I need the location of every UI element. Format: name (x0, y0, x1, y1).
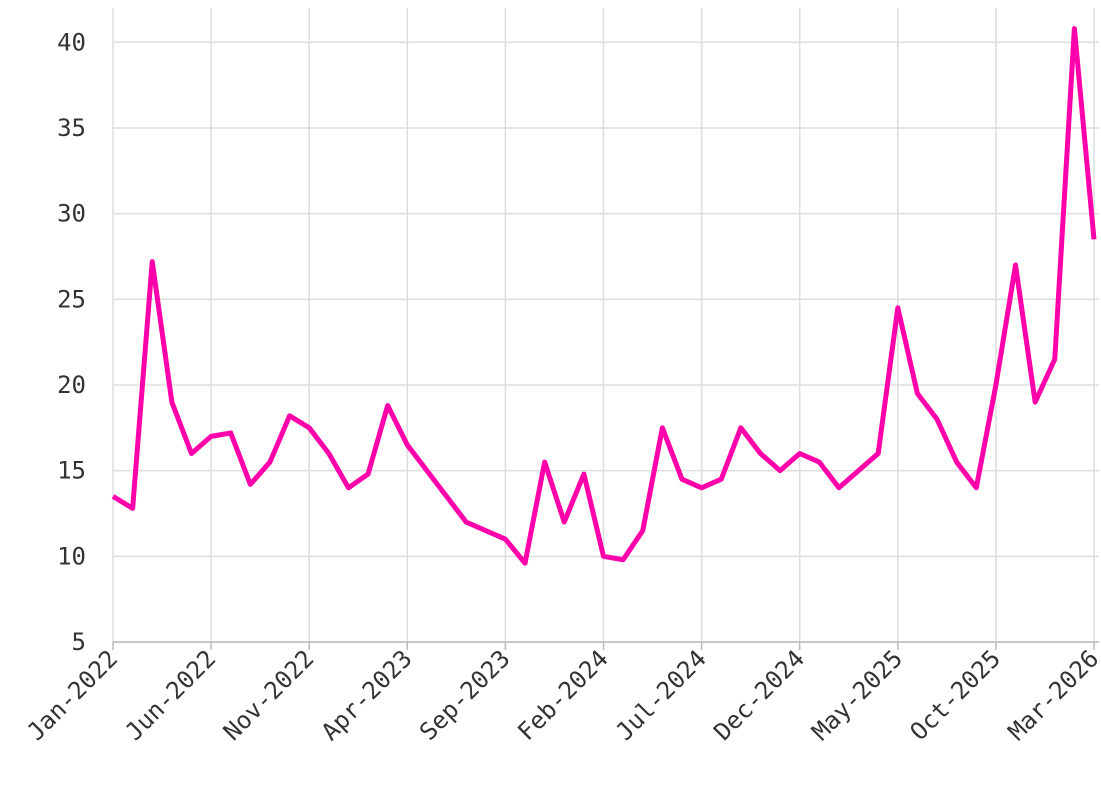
x-tick-label: Jun-2022 (120, 644, 222, 746)
y-tick-label: 20 (57, 371, 86, 399)
x-tick-label: Dec-2024 (708, 644, 810, 746)
y-tick-label: 15 (57, 457, 86, 485)
x-tick-label: Nov-2022 (218, 644, 320, 746)
x-tick-label: May-2025 (807, 644, 909, 746)
x-tick-label: Jan-2022 (22, 644, 124, 746)
x-tick-label: Jul-2024 (610, 644, 712, 746)
y-tick-label: 10 (57, 542, 86, 570)
x-tick-label: Apr-2023 (316, 644, 418, 746)
y-tick-label: 30 (57, 200, 86, 228)
x-tick-label: Mar-2026 (1003, 644, 1101, 746)
x-tick-label: Sep-2023 (414, 644, 516, 746)
y-tick-label: 35 (57, 114, 86, 142)
y-tick-label: 5 (72, 628, 86, 656)
x-tick-label: Feb-2024 (512, 644, 614, 746)
y-tick-label: 40 (57, 28, 86, 56)
x-tick-label: Oct-2025 (905, 644, 1007, 746)
data-line (111, 26, 1097, 566)
y-tick-label: 25 (57, 285, 86, 313)
